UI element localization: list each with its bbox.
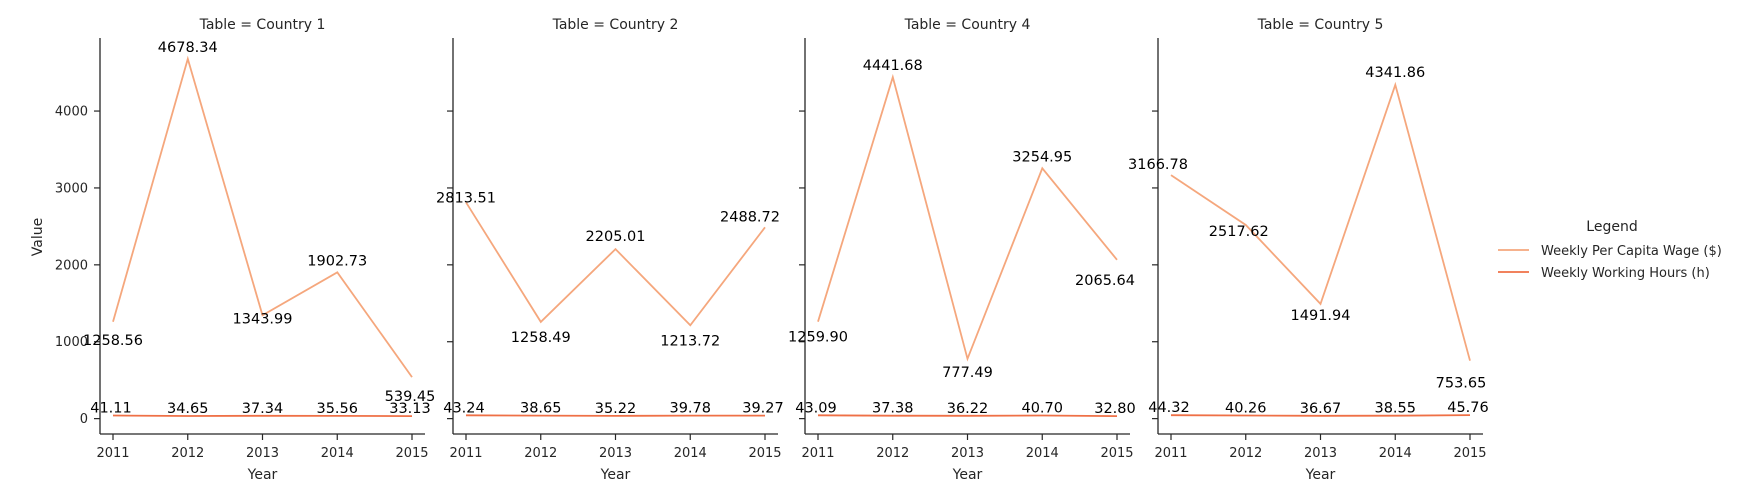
data-label: 1902.73 (307, 253, 367, 269)
data-label: 43.24 (443, 400, 485, 416)
x-tick-label: 2015 (1453, 446, 1486, 461)
data-label: 43.09 (795, 400, 837, 416)
data-label: 36.22 (947, 401, 989, 417)
data-label: 33.13 (389, 401, 431, 417)
data-label: 2517.62 (1209, 224, 1269, 240)
x-tick-label: 2011 (449, 446, 482, 461)
facet-title: Table = Country 1 (199, 17, 326, 33)
x-axis-label: Year (247, 467, 278, 483)
series-line-hours (1170, 414, 1471, 417)
x-tick-label: 2012 (1229, 446, 1262, 461)
data-label: 4341.86 (1365, 65, 1425, 81)
data-label: 2813.51 (436, 190, 496, 206)
series-line-wage (112, 55, 413, 378)
x-tick-label: 2012 (876, 446, 909, 461)
data-label: 40.26 (1225, 401, 1267, 417)
data-label: 1258.56 (83, 333, 143, 349)
x-tick-label: 2015 (395, 446, 428, 461)
facet-title: Table = Country 2 (552, 17, 679, 33)
data-label: 4441.68 (863, 58, 923, 74)
data-label: 36.67 (1300, 401, 1342, 417)
data-label: 35.56 (316, 401, 358, 417)
x-tick-label: 2015 (1100, 446, 1133, 461)
legend-title: Legend (1586, 219, 1637, 235)
y-tick-label: 3000 (55, 181, 88, 196)
x-tick-label: 2013 (246, 446, 279, 461)
y-tick-label: 0 (80, 412, 88, 427)
x-tick-label: 2012 (171, 446, 204, 461)
x-tick-label: 2013 (599, 446, 632, 461)
data-label: 38.55 (1374, 401, 1416, 417)
legend: Legend Weekly Per Capita Wage ($) Weekly W… (1498, 219, 1722, 281)
data-label: 1258.49 (511, 330, 571, 346)
series-line-wage (817, 73, 1118, 362)
x-tick-label: 2014 (1026, 446, 1059, 461)
data-label: 2205.01 (586, 229, 646, 245)
data-label: 1491.94 (1291, 308, 1351, 324)
x-tick-label: 2014 (674, 446, 707, 461)
data-label: 753.65 (1436, 376, 1487, 392)
x-axis-label: Year (952, 467, 983, 483)
series-line-hours (465, 414, 765, 417)
data-label: 39.27 (742, 401, 784, 417)
y-tick-label: 4000 (55, 105, 88, 120)
series-line-wage (1170, 81, 1471, 361)
data-label: 44.32 (1148, 400, 1190, 416)
facet-panel-4: Table = Country 5 2011 2012 2013 2014 2015 Yea… (1128, 17, 1489, 483)
data-label: 37.38 (872, 401, 914, 417)
data-label: 4678.34 (158, 40, 218, 56)
data-label: 41.11 (90, 400, 132, 416)
facet-panel-3: Table = Country 4 2011 2012 2013 2014 2015 Yea… (788, 17, 1136, 483)
data-label: 1259.90 (788, 330, 848, 346)
data-label: 40.70 (1021, 400, 1063, 416)
x-tick-label: 2015 (748, 446, 781, 461)
facet-panel-2: Table = Country 2 2011 2012 2013 2014 2015 Yea… (436, 17, 784, 483)
x-tick-label: 2011 (1154, 446, 1187, 461)
data-label: 539.45 (385, 389, 436, 405)
x-tick-label: 2011 (801, 446, 834, 461)
y-tick-label: 2000 (55, 258, 88, 273)
series-line-wage (465, 201, 766, 327)
data-label: 1343.99 (233, 311, 293, 327)
data-label: 1213.72 (660, 333, 720, 349)
data-label: 777.49 (942, 365, 993, 381)
data-label: 39.78 (669, 401, 711, 417)
facet-title: Table = Country 5 (1257, 17, 1384, 33)
legend-item-label: Weekly Working Hours (h) (1541, 266, 1710, 281)
x-tick-label: 2014 (1379, 446, 1412, 461)
x-tick-label: 2012 (524, 446, 557, 461)
data-label: 32.80 (1094, 401, 1136, 417)
series-line-hours (112, 414, 413, 418)
series-line-hours (817, 414, 1118, 417)
data-label: 34.65 (167, 401, 209, 417)
x-tick-label: 2013 (1304, 446, 1337, 461)
data-label: 3166.78 (1128, 157, 1188, 173)
data-label: 38.65 (520, 401, 562, 417)
x-tick-label: 2014 (321, 446, 354, 461)
legend-item-label: Weekly Per Capita Wage ($) (1541, 244, 1722, 259)
y-axis-label: Value (30, 218, 46, 256)
data-label: 37.34 (242, 401, 284, 417)
data-label: 35.22 (595, 401, 637, 417)
facet-panel-1: Table = Country 1 0 1000 2000 3000 4000 2011 20… (55, 17, 435, 483)
data-label: 3254.95 (1012, 149, 1072, 165)
data-label: 2488.72 (720, 209, 780, 225)
x-tick-label: 2011 (96, 446, 129, 461)
data-label: 45.76 (1447, 400, 1489, 416)
facet-title: Table = Country 4 (904, 17, 1031, 33)
y-tick-label: 1000 (55, 335, 88, 350)
x-tick-label: 2013 (951, 446, 984, 461)
data-label: 2065.64 (1075, 273, 1135, 289)
x-axis-label: Year (600, 467, 631, 483)
x-axis-label: Year (1305, 467, 1336, 483)
